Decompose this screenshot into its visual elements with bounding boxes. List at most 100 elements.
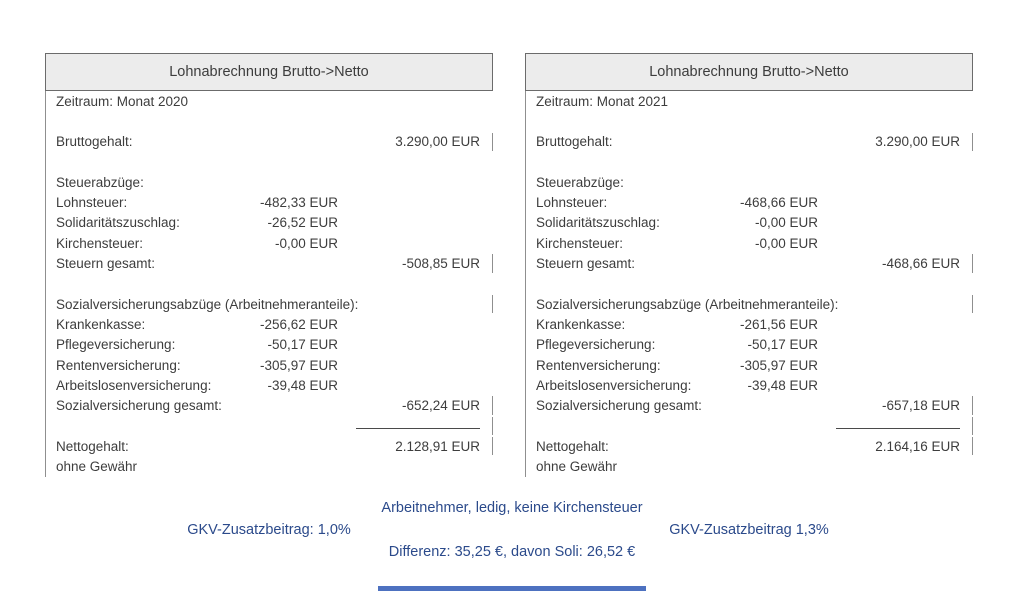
payroll-row: Pflegeversicherung: -50,17 EUR: [526, 335, 973, 355]
row-amount: -26,52 EUR: [267, 215, 338, 231]
note-employee-profile: Arbeitnehmer, ledig, keine Kirchensteuer: [381, 500, 643, 516]
row-amount: -261,56 EUR: [739, 316, 818, 332]
spacer-row: [46, 274, 493, 294]
payroll-row: Nettogehalt: 2.128,91 EUR: [46, 436, 493, 456]
payroll-row: Solidaritätszuschlag: -26,52 EUR: [46, 213, 493, 233]
note-gkv-2021: GKV-Zusatzbeitrag 1,3%: [669, 522, 829, 538]
row-amount: -482,33 EUR: [259, 195, 338, 211]
payroll-row: Krankenkasse: -256,62 EUR: [46, 314, 493, 334]
payroll-row: Bruttogehalt: 3.290,00 EUR: [46, 132, 493, 152]
row-label: Lohnsteuer:: [56, 195, 128, 211]
row-amount: -50,17 EUR: [267, 337, 338, 353]
row-label: Arbeitslosenversicherung:: [56, 377, 212, 393]
payroll-row: Arbeitslosenversicherung: -39,48 EUR: [46, 375, 493, 395]
payroll-row: Pflegeversicherung: -50,17 EUR: [46, 335, 493, 355]
payroll-panel-2020: Lohnabrechnung Brutto->Netto Zeitraum: M…: [45, 53, 493, 477]
row-label: Zeitraum: Monat 2021: [536, 93, 669, 109]
sum-line: [356, 427, 480, 429]
spacer-row: [46, 416, 493, 436]
row-label: Solidaritätszuschlag:: [56, 215, 180, 231]
row-label: Sozialversicherungsabzüge (Arbeitnehmera…: [536, 296, 839, 312]
payroll-row: Zeitraum: Monat 2020: [46, 91, 493, 111]
row-label: Lohnsteuer:: [536, 195, 608, 211]
payroll-row: Arbeitslosenversicherung: -39,48 EUR: [526, 375, 973, 395]
row-label: Kirchensteuer:: [536, 235, 624, 251]
row-label: Nettogehalt:: [56, 438, 129, 454]
sum-line: [836, 427, 960, 429]
panel-title: Lohnabrechnung Brutto->Netto: [169, 64, 369, 80]
payroll-row: Sozialversicherung gesamt: -652,24 EUR: [46, 395, 493, 416]
payroll-row: Sozialversicherungsabzüge (Arbeitnehmera…: [46, 294, 493, 314]
payroll-row: Solidaritätszuschlag: -0,00 EUR: [526, 213, 973, 233]
spacer-row: [526, 416, 973, 436]
row-label: Steuern gesamt:: [536, 256, 636, 272]
payroll-row: Rentenversicherung: -305,97 EUR: [526, 355, 973, 375]
row-amount: -39,48 EUR: [747, 377, 818, 393]
row-total-amount: -657,18 EUR: [881, 398, 960, 414]
row-label: Rentenversicherung:: [536, 357, 661, 373]
row-amount: -468,66 EUR: [739, 195, 818, 211]
row-label: Rentenversicherung:: [56, 357, 181, 373]
payroll-row: Lohnsteuer: -468,66 EUR: [526, 192, 973, 212]
payroll-row: Steuern gesamt: -508,85 EUR: [46, 253, 493, 273]
row-total-amount: -652,24 EUR: [401, 398, 480, 414]
spacer-row: [526, 274, 973, 294]
row-label: Nettogehalt:: [536, 438, 609, 454]
row-label: Steuerabzüge:: [536, 174, 624, 190]
row-amount: -39,48 EUR: [267, 377, 338, 393]
row-label: ohne Gewähr: [56, 458, 138, 474]
spacer-row: [46, 152, 493, 172]
row-total-amount: -508,85 EUR: [401, 256, 480, 272]
row-label: ohne Gewähr: [536, 458, 618, 474]
row-label: Kirchensteuer:: [56, 235, 144, 251]
row-total-amount: 2.128,91 EUR: [395, 438, 480, 454]
payroll-panel-2021: Lohnabrechnung Brutto->Netto Zeitraum: M…: [525, 53, 973, 477]
row-label: Sozialversicherungsabzüge (Arbeitnehmera…: [56, 296, 359, 312]
payroll-row: Steuern gesamt: -468,66 EUR: [526, 253, 973, 273]
row-label: Pflegeversicherung:: [56, 337, 176, 353]
row-total-amount: 2.164,16 EUR: [875, 438, 960, 454]
row-amount: -0,00 EUR: [754, 235, 818, 251]
bottom-accent-bar: [378, 586, 646, 591]
payroll-row: ohne Gewähr: [46, 456, 493, 476]
row-amount: -305,97 EUR: [739, 357, 818, 373]
payroll-row: Zeitraum: Monat 2021: [526, 91, 973, 111]
row-label: Solidaritätszuschlag:: [536, 215, 660, 231]
payroll-row: Bruttogehalt: 3.290,00 EUR: [526, 132, 973, 152]
payroll-row: Nettogehalt: 2.164,16 EUR: [526, 436, 973, 456]
row-label: Pflegeversicherung:: [536, 337, 656, 353]
spacer-row: [46, 111, 493, 131]
row-label: Zeitraum: Monat 2020: [56, 93, 189, 109]
row-label: Steuern gesamt:: [56, 256, 156, 272]
row-amount: -305,97 EUR: [259, 357, 338, 373]
row-amount: -0,00 EUR: [754, 215, 818, 231]
panel-header-2020: Lohnabrechnung Brutto->Netto: [45, 53, 493, 91]
row-label: Sozialversicherung gesamt:: [56, 398, 222, 414]
spacer-row: [526, 152, 973, 172]
row-label: Krankenkasse:: [56, 316, 146, 332]
payroll-row: Sozialversicherungsabzüge (Arbeitnehmera…: [526, 294, 973, 314]
row-label: Arbeitslosenversicherung:: [536, 377, 692, 393]
panel-body-2020: Zeitraum: Monat 2020 Bruttogehalt: 3.290,0…: [45, 91, 493, 477]
payroll-row: Krankenkasse: -261,56 EUR: [526, 314, 973, 334]
row-label: Sozialversicherung gesamt:: [536, 398, 702, 414]
note-gkv-2020: GKV-Zusatzbeitrag: 1,0%: [187, 522, 351, 538]
payroll-row: Sozialversicherung gesamt: -657,18 EUR: [526, 395, 973, 416]
payroll-row: Steuerabzüge:: [46, 172, 493, 192]
payroll-row: Rentenversicherung: -305,97 EUR: [46, 355, 493, 375]
row-label: Bruttogehalt:: [56, 134, 133, 150]
panel-header-2021: Lohnabrechnung Brutto->Netto: [525, 53, 973, 91]
row-total-amount: 3.290,00 EUR: [875, 134, 960, 150]
row-label: Steuerabzüge:: [56, 174, 144, 190]
panel-title: Lohnabrechnung Brutto->Netto: [649, 64, 849, 80]
payroll-row: Kirchensteuer: -0,00 EUR: [46, 233, 493, 253]
row-amount: -50,17 EUR: [747, 337, 818, 353]
row-total-amount: -468,66 EUR: [881, 256, 960, 272]
row-label: Bruttogehalt:: [536, 134, 613, 150]
row-total-amount: 3.290,00 EUR: [395, 134, 480, 150]
payroll-row: ohne Gewähr: [526, 456, 973, 476]
payroll-row: Lohnsteuer: -482,33 EUR: [46, 192, 493, 212]
row-amount: -256,62 EUR: [259, 316, 338, 332]
spacer-row: [526, 111, 973, 131]
